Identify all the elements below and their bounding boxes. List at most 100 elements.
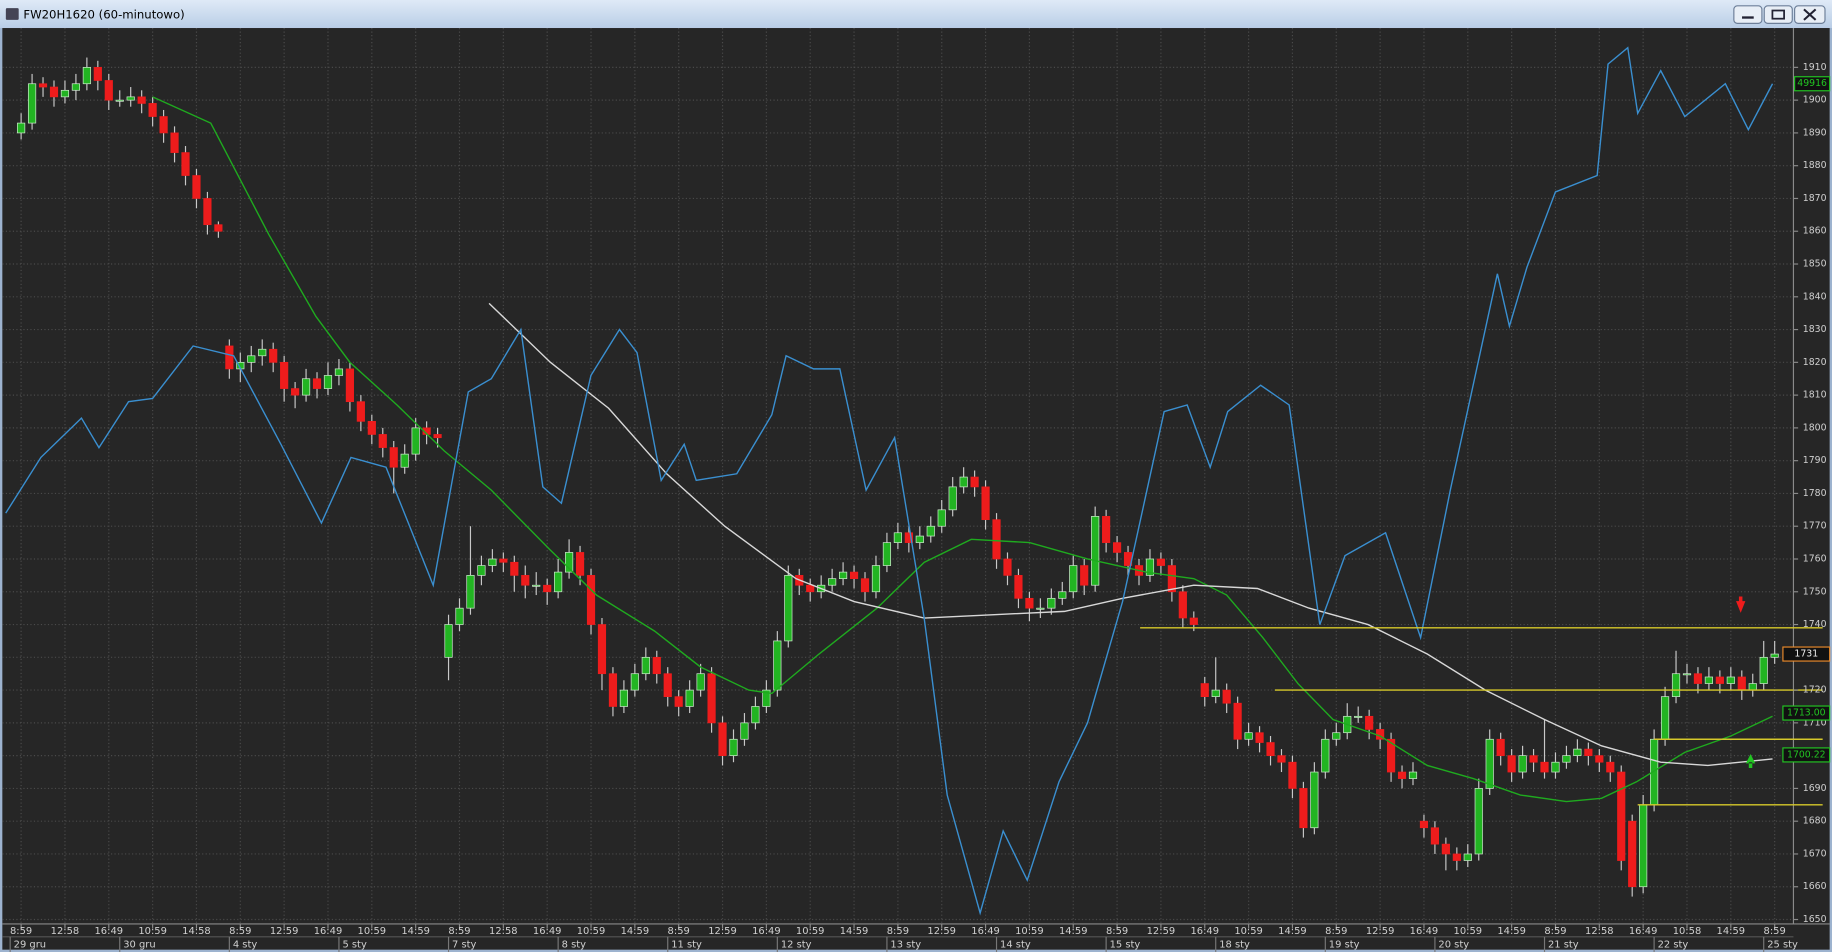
x-tick-label: 16:49 — [752, 926, 781, 937]
date-label: 12 sty — [781, 939, 812, 950]
date-label: 8 sty — [562, 939, 586, 950]
candle-body — [1277, 755, 1286, 763]
candle-body — [1397, 771, 1407, 779]
close-icon — [1803, 8, 1817, 21]
price-label: 1713.00 — [1787, 708, 1826, 719]
maximize-icon — [1771, 9, 1785, 20]
x-tick-label: 14:59 — [621, 926, 650, 937]
y-tick-label: 1820 — [1803, 357, 1827, 368]
candle-body — [1693, 673, 1703, 684]
maximize-button[interactable] — [1763, 5, 1793, 24]
candle-body — [696, 673, 705, 691]
candle-body — [718, 722, 727, 756]
candle-body — [104, 80, 113, 101]
date-label: 4 sty — [233, 939, 257, 950]
x-tick-label: 12:58 — [489, 926, 518, 937]
y-tick-label: 1650 — [1803, 914, 1827, 925]
grid — [2, 28, 1792, 923]
x-tick-label: 8:59 — [1325, 926, 1347, 937]
x-tick-label: 14:59 — [840, 926, 869, 937]
candle-body — [762, 689, 771, 707]
candle-body — [1321, 738, 1330, 773]
date-label: 25 sty — [1767, 939, 1798, 950]
candle-body — [685, 689, 694, 707]
candle-body — [1233, 702, 1242, 740]
candle-body — [1748, 683, 1757, 691]
candle-body — [959, 476, 968, 488]
candle-body — [992, 519, 1001, 560]
date-label: 15 sty — [1110, 939, 1141, 950]
y-tick-label: 1660 — [1803, 881, 1827, 892]
candle-body — [60, 89, 70, 98]
candle-body — [981, 486, 990, 521]
candle-body — [1102, 516, 1111, 543]
y-tick-label: 1790 — [1803, 455, 1827, 466]
date-label: 11 sty — [671, 939, 702, 950]
candle-body — [1310, 771, 1319, 829]
x-tick-label: 10:59 — [796, 926, 825, 937]
title-bar — [0, 0, 1832, 29]
candle-body — [1156, 558, 1166, 566]
y-tick-label: 1860 — [1803, 226, 1827, 237]
x-tick-label: 8:59 — [229, 926, 251, 937]
x-tick-label: 10:59 — [1015, 926, 1044, 937]
x-tick-label: 12:59 — [270, 926, 299, 937]
candle-body — [1189, 617, 1198, 625]
candle-body — [1639, 804, 1648, 888]
minimize-button[interactable] — [1733, 5, 1763, 24]
x-tick-label: 8:59 — [1106, 926, 1128, 937]
candle-body — [1452, 853, 1461, 861]
candle-body — [828, 578, 837, 586]
candle-body — [1628, 820, 1637, 888]
candle-body — [641, 656, 650, 675]
candle-body — [926, 525, 935, 537]
y-tick-label: 1780 — [1803, 488, 1827, 499]
candle-body — [608, 673, 618, 707]
price-label-box — [1782, 646, 1831, 662]
candle-body — [1617, 771, 1626, 861]
candle-body — [38, 83, 48, 88]
candle-body — [1573, 748, 1582, 756]
y-tick-label: 1810 — [1803, 390, 1827, 401]
window-title: FW20H1620 (60-minutowo) — [23, 8, 184, 22]
date-label: 30 gru — [123, 939, 155, 950]
candle-body — [411, 427, 420, 455]
y-tick-label: 1770 — [1803, 521, 1827, 532]
window-icon — [5, 8, 19, 20]
candle-body — [1036, 607, 1045, 610]
x-tick-label: 8:59 — [887, 926, 909, 937]
x-tick-label: 12:58 — [1585, 926, 1614, 937]
x-tick-label: 14:58 — [182, 926, 211, 937]
x-tick-label: 12:58 — [51, 926, 80, 937]
y-tick-label: 1850 — [1803, 259, 1827, 270]
candle-body — [433, 434, 442, 439]
y-tick-label: 1890 — [1803, 127, 1827, 138]
candle-body — [784, 575, 793, 642]
candle-body — [27, 83, 37, 124]
x-tick-label: 10:59 — [138, 926, 167, 937]
y-tick-label: 1670 — [1803, 848, 1827, 859]
x-tick-label: 16:49 — [533, 926, 562, 937]
x-tick-label: 8:59 — [668, 926, 690, 937]
price-label: 49916 — [1797, 78, 1827, 89]
candle-body — [1211, 689, 1220, 697]
candle-body — [1507, 755, 1516, 773]
candle-body — [740, 722, 749, 740]
candle-body — [499, 558, 508, 563]
signal-arrow — [1745, 754, 1756, 769]
y-tick-label: 1800 — [1803, 422, 1827, 433]
candle-body — [586, 575, 596, 625]
candle-body — [71, 83, 81, 91]
candle-body — [1660, 696, 1670, 740]
candle-body — [1003, 558, 1012, 576]
candle-body — [1540, 761, 1549, 773]
x-tick-label: 16:49 — [1410, 926, 1439, 937]
candle-body — [1025, 597, 1034, 609]
candle-body — [1419, 820, 1429, 829]
date-label: 29 gru — [14, 939, 46, 950]
date-label: 14 sty — [1000, 939, 1031, 950]
candle-body — [1014, 575, 1023, 599]
candle-body — [280, 361, 289, 389]
candle-body — [510, 561, 519, 576]
